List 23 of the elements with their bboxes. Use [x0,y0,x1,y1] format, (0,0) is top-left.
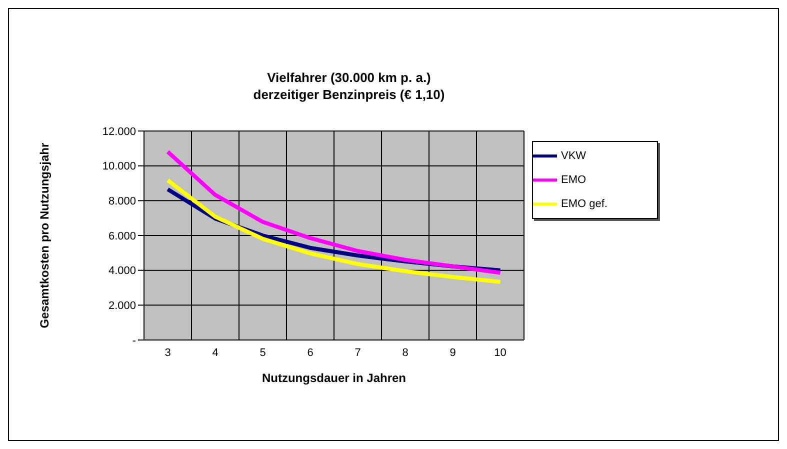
x-tick-label: 8 [402,346,408,359]
line-series [166,150,502,275]
y-tick-label: 10.000 [102,160,136,173]
legend-label: EMO [561,174,586,186]
y-tick-label: 6.000 [108,230,136,242]
y-tick-label: 12.000 [102,126,136,138]
y-axis-title: Gesamtkosten pro Nutzungsjahr [37,142,52,328]
x-tick-label: 5 [260,346,266,359]
x-tick-label: 10 [494,346,506,359]
x-tick-label: 9 [450,346,456,359]
legend-label: VKW [561,150,586,162]
y-tick-label: 8.000 [108,196,136,208]
x-tick-label: 7 [354,346,361,359]
chart-title: Vielfahrer (30.000 km p. a.) derzeitiger Benzinpreis (€ 1,10) [252,69,446,103]
y-tick-label: 4.000 [108,265,136,278]
line-series [166,178,502,284]
x-tick-label: 6 [307,346,314,359]
x-axis-title: Nutzungsdauer in Jahren [262,371,406,385]
x-tick-label: 4 [212,346,218,359]
x-tick-label: 3 [164,346,171,359]
y-tick-label: - [132,334,136,347]
y-tick-label: 2.000 [108,300,136,312]
legend-label: EMO gef. [561,198,608,210]
